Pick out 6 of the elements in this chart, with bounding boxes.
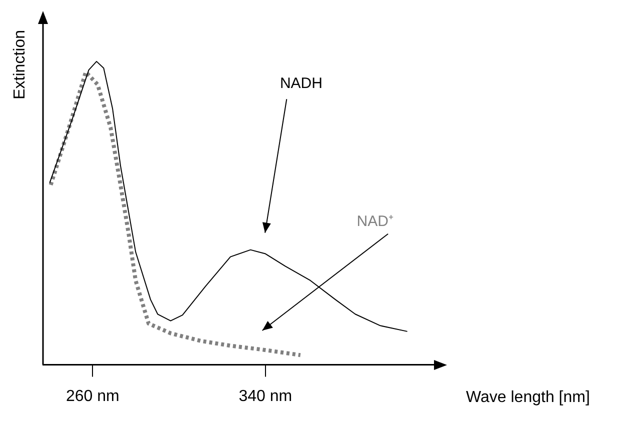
x-tick-label: 340 nm [238,388,292,405]
x-axis-title: Wave length [nm] [466,389,590,406]
annotation: NADH [280,74,322,92]
annotation: NAD⁺ [356,212,394,230]
x-tick-label: 260 nm [66,388,120,405]
y-axis-title: Extinction [11,30,28,100]
